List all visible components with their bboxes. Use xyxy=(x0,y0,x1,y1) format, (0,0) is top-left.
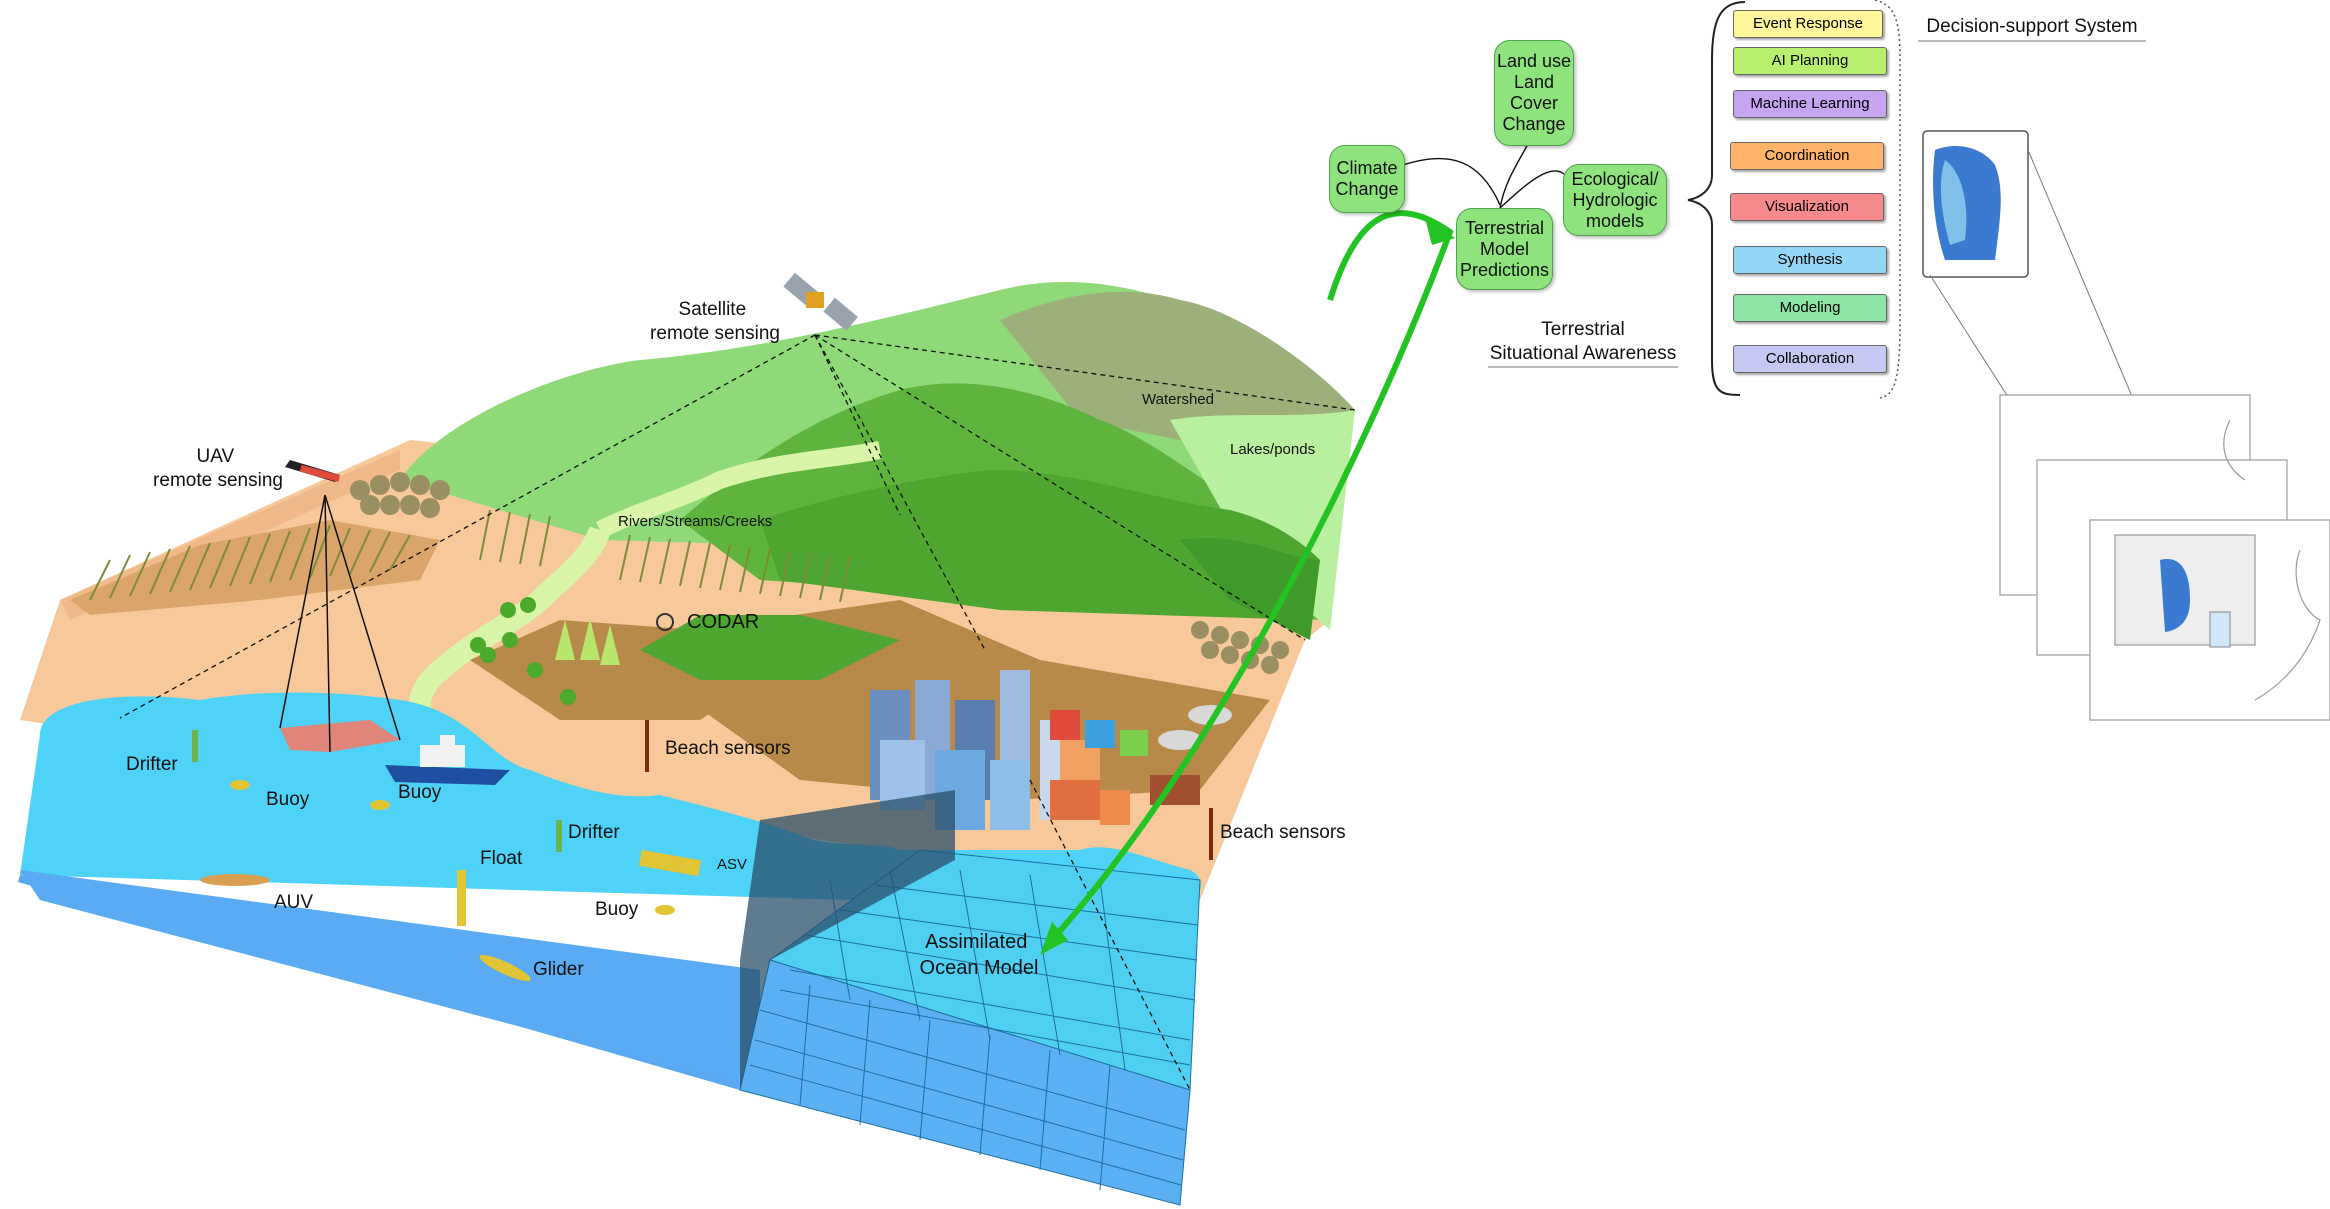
boat-icon xyxy=(385,735,510,785)
asv-label: ASV xyxy=(717,856,747,873)
dss-item-event-response: Event Response xyxy=(1733,10,1883,38)
satellite-icon xyxy=(783,272,858,331)
buoy-2-label: Buoy xyxy=(398,782,442,803)
auv-label: AUV xyxy=(274,892,313,913)
arrow-head-bottom xyxy=(1040,922,1068,955)
ocean-instruments xyxy=(192,613,1213,982)
rivers-label: Rivers/Streams/Creeks xyxy=(618,513,772,530)
orchard-left xyxy=(350,472,450,518)
asv-icon xyxy=(639,849,701,877)
beach-sensor-1-icon xyxy=(645,720,649,772)
dss-brace xyxy=(1687,1,1746,396)
buoy-1-icon xyxy=(230,780,250,790)
uav-cone xyxy=(279,494,401,753)
beach-sensors-2-label: Beach sensors xyxy=(1220,822,1346,843)
drifter-1-label: Drifter xyxy=(126,754,178,775)
model-cross-section xyxy=(740,790,955,1090)
dss-item-coordination: Coordination xyxy=(1730,142,1884,170)
drifter-2-label: Drifter xyxy=(568,822,620,843)
crop-field-left xyxy=(70,520,440,615)
crop-rows xyxy=(89,509,851,603)
uav-plane-icon xyxy=(285,460,341,483)
drifter-2-icon xyxy=(556,820,562,852)
float-icon xyxy=(457,870,466,926)
dss-item-ai-planning: AI Planning xyxy=(1733,47,1887,75)
hill-right-front xyxy=(1180,537,1320,640)
dss-item-modeling: Modeling xyxy=(1733,294,1887,322)
ocean-dashed-line xyxy=(1029,779,1191,1091)
auv-icon xyxy=(200,874,270,886)
buoy-2-icon xyxy=(370,800,390,810)
beach-sensors-1-label: Beach sensors xyxy=(665,738,791,759)
trees xyxy=(470,597,620,705)
codar-icon xyxy=(656,613,674,631)
codar-label: CODAR xyxy=(687,611,759,633)
buoy-3-icon xyxy=(655,905,675,915)
climate-change-node: Climate Change xyxy=(1329,145,1405,213)
uav-label: UAV remote sensing xyxy=(153,446,283,491)
land-use-node: Land use Land Cover Change xyxy=(1494,40,1574,146)
lakes-label: Lakes/ponds xyxy=(1230,441,1315,458)
satellite-sensing-lines xyxy=(119,334,1356,719)
glider-label: Glider xyxy=(533,959,584,980)
user-workstations-sketch xyxy=(1999,394,2330,721)
dss-dotted-brace xyxy=(1874,0,1901,399)
assimilated-model-label: Assimilated Ocean Model xyxy=(920,931,1039,979)
river-branch xyxy=(595,441,882,539)
hill-front xyxy=(760,470,1320,620)
dss-item-machine-learning: Machine Learning xyxy=(1733,90,1887,118)
buoy-1-label: Buoy xyxy=(266,789,310,810)
buoy-3-label: Buoy xyxy=(595,899,639,920)
ocean-side-wall xyxy=(20,870,760,1090)
green-patch xyxy=(640,615,900,680)
glider-icon xyxy=(479,954,531,982)
situational-awareness-caption: Terrestrial Situational Awareness xyxy=(1488,318,1678,368)
dss-item-synthesis: Synthesis xyxy=(1733,246,1887,274)
dss-screen-thumb xyxy=(1922,130,2029,278)
dss-item-visualization: Visualization xyxy=(1730,193,1884,221)
terrestrial-predictions-node: Terrestrial Model Predictions xyxy=(1456,208,1553,290)
float-label: Float xyxy=(480,848,523,869)
dss-item-collaboration: Collaboration xyxy=(1733,345,1887,373)
arrow-head-top xyxy=(1425,218,1455,245)
drifter-1-icon xyxy=(192,730,198,762)
model-grid-lines xyxy=(749,869,1199,1191)
prediction-flow-arrow xyxy=(1049,210,1454,942)
dss-title: Decision-support System xyxy=(1918,14,2146,42)
eco-models-node: Ecological/ Hydrologic models xyxy=(1563,164,1667,236)
terrestrial-connectors xyxy=(1402,139,1566,209)
uav-footprint xyxy=(280,720,400,752)
beach-sensor-2-icon xyxy=(1209,808,1213,860)
satellite-label: Satellite remote sensing xyxy=(650,299,780,344)
watershed-label: Watershed xyxy=(1142,391,1214,408)
